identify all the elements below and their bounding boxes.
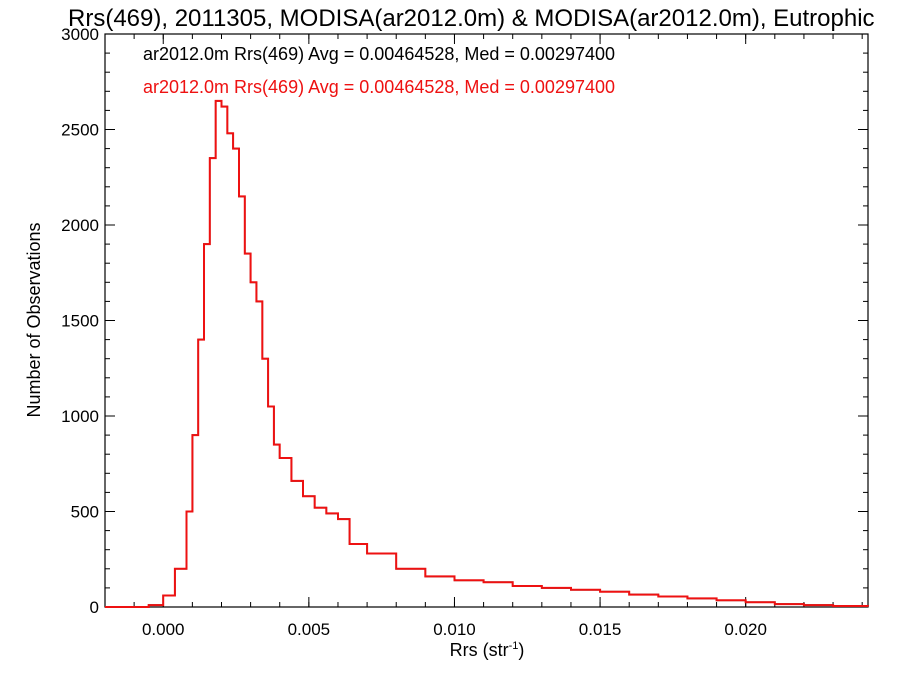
x-axis-label-main: Rrs (str [450, 640, 509, 660]
series-line-black [105, 100, 869, 608]
y-tick-label: 1000 [61, 407, 99, 426]
y-axis-ticks: 0 500 1000 1500 2000 2500 3000 [61, 25, 868, 617]
x-axis-label-close: ) [518, 640, 524, 660]
x-axis-ticks: 0.000 0.005 0.010 0.015 0.020 [104, 34, 863, 639]
y-tick-label: 1500 [61, 312, 99, 331]
plot-frame [104, 33, 869, 608]
y-tick-label: 2000 [61, 216, 99, 235]
x-tick-label: 0.005 [288, 620, 331, 639]
series-line-red [105, 99, 869, 608]
x-tick-label: 0.010 [433, 620, 476, 639]
x-axis-label-superscript: -1 [509, 640, 519, 652]
y-tick-label: 3000 [61, 25, 99, 44]
x-tick-label: 0.000 [142, 620, 185, 639]
y-tick-label: 500 [71, 503, 99, 522]
y-axis-label: Number of Observations [24, 222, 44, 417]
legend-entry-black: ar2012.0m Rrs(469) Avg = 0.00464528, Med… [143, 44, 615, 64]
x-axis-label: Rrs (str-1) [450, 640, 525, 660]
x-tick-label: 0.020 [724, 620, 767, 639]
x-tick-label: 0.015 [579, 620, 622, 639]
histogram-series [105, 99, 869, 608]
y-tick-label: 2500 [61, 121, 99, 140]
y-tick-label: 0 [90, 598, 99, 617]
legend-entry-red: ar2012.0m Rrs(469) Avg = 0.00464528, Med… [143, 77, 615, 97]
chart-title: Rrs(469), 2011305, MODISA(ar2012.0m) & M… [68, 5, 875, 32]
